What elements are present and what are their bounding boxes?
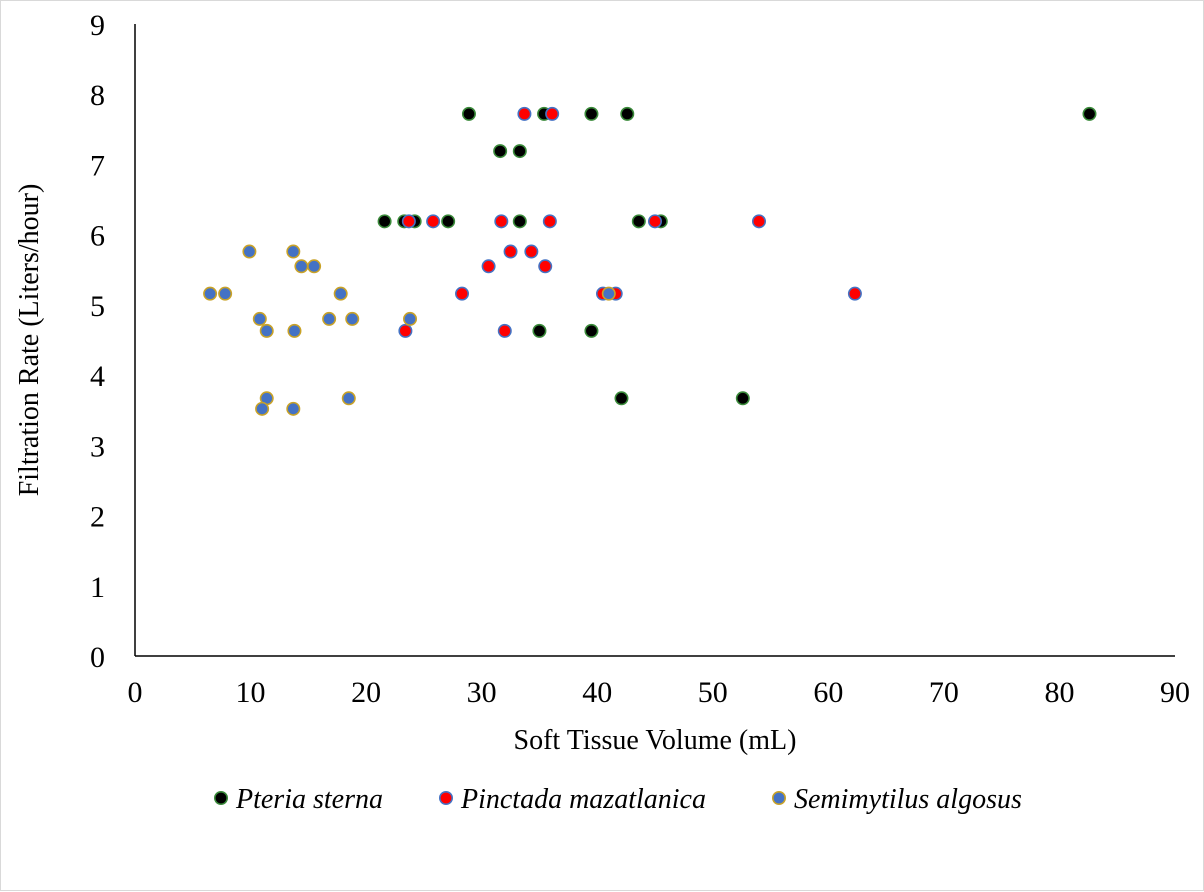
data-point bbox=[545, 106, 560, 121]
y-tick-label: 4 bbox=[90, 360, 105, 393]
data-point bbox=[307, 259, 322, 274]
data-point bbox=[620, 106, 635, 121]
data-point bbox=[847, 286, 862, 301]
data-point bbox=[255, 401, 270, 416]
y-tick-label: 8 bbox=[90, 79, 105, 112]
x-tick-label: 40 bbox=[582, 676, 612, 709]
data-point bbox=[461, 106, 476, 121]
data-point bbox=[631, 214, 646, 229]
data-point bbox=[584, 323, 599, 338]
data-point bbox=[517, 106, 532, 121]
y-tick-label: 9 bbox=[90, 9, 105, 42]
data-point bbox=[377, 214, 392, 229]
axes bbox=[134, 24, 1175, 657]
data-point bbox=[398, 323, 413, 338]
x-tick-label: 30 bbox=[467, 676, 497, 709]
data-point bbox=[538, 259, 553, 274]
data-point bbox=[401, 214, 416, 229]
data-point bbox=[614, 391, 629, 406]
data-point bbox=[493, 144, 508, 159]
data-point bbox=[286, 401, 301, 416]
y-tick-label: 5 bbox=[90, 290, 105, 323]
data-point bbox=[512, 144, 527, 159]
legend-label: Pinctada mazatlanica bbox=[460, 784, 706, 815]
data-point bbox=[497, 323, 512, 338]
data-point bbox=[287, 323, 302, 338]
data-point bbox=[403, 311, 418, 326]
data-point bbox=[647, 214, 662, 229]
x-tick-label: 70 bbox=[929, 676, 959, 709]
y-tick-label: 7 bbox=[90, 149, 105, 182]
y-tick-label: 1 bbox=[90, 571, 105, 604]
legend-marker bbox=[438, 790, 453, 805]
legend-marker bbox=[771, 790, 786, 805]
x-axis-title: Soft Tissue Volume (mL) bbox=[514, 725, 797, 756]
data-point bbox=[524, 244, 539, 259]
data-point bbox=[512, 214, 527, 229]
data-point bbox=[503, 244, 518, 259]
x-tick-label: 50 bbox=[698, 676, 728, 709]
legend: Pteria sterna Pinctada mazatlanica Semimyt… bbox=[214, 784, 1022, 815]
x-tick-label: 80 bbox=[1044, 676, 1074, 709]
data-point bbox=[426, 214, 441, 229]
y-axis-title: Filtration Rate (Liters/hour) bbox=[14, 184, 45, 497]
data-point bbox=[584, 106, 599, 121]
data-point bbox=[341, 391, 356, 406]
x-tick-labels: 0 10 20 30 40 50 60 70 80 90 bbox=[128, 676, 1191, 709]
data-point bbox=[494, 214, 509, 229]
data-point bbox=[455, 286, 470, 301]
x-tick-label: 0 bbox=[128, 676, 143, 709]
x-tick-label: 60 bbox=[813, 676, 843, 709]
data-point bbox=[259, 323, 274, 338]
data-point bbox=[322, 311, 337, 326]
data-point bbox=[252, 311, 267, 326]
data-point bbox=[333, 286, 348, 301]
data-point bbox=[294, 259, 309, 274]
y-tick-label: 6 bbox=[90, 220, 105, 253]
y-tick-label: 3 bbox=[90, 430, 105, 463]
y-tick-label: 2 bbox=[90, 501, 105, 534]
x-tick-label: 10 bbox=[236, 676, 266, 709]
data-point bbox=[203, 286, 218, 301]
y-tick-labels: 0 1 2 3 4 5 6 7 8 9 bbox=[90, 9, 105, 674]
data-point bbox=[286, 244, 301, 259]
data-point bbox=[481, 259, 496, 274]
data-point bbox=[751, 214, 766, 229]
data-point bbox=[532, 323, 547, 338]
y-tick-label: 0 bbox=[90, 641, 105, 674]
data-point bbox=[441, 214, 456, 229]
x-tick-label: 20 bbox=[351, 676, 381, 709]
data-point bbox=[1082, 106, 1097, 121]
data-point bbox=[218, 286, 233, 301]
data-points bbox=[203, 106, 1097, 416]
data-point bbox=[345, 311, 360, 326]
data-point bbox=[601, 286, 616, 301]
legend-label: Semimytilus algosus bbox=[794, 784, 1022, 815]
legend-marker bbox=[214, 790, 229, 805]
data-point bbox=[735, 391, 750, 406]
data-point bbox=[542, 214, 557, 229]
legend-label: Pteria sterna bbox=[235, 784, 383, 815]
x-tick-label: 90 bbox=[1160, 676, 1190, 709]
data-point bbox=[242, 244, 257, 259]
